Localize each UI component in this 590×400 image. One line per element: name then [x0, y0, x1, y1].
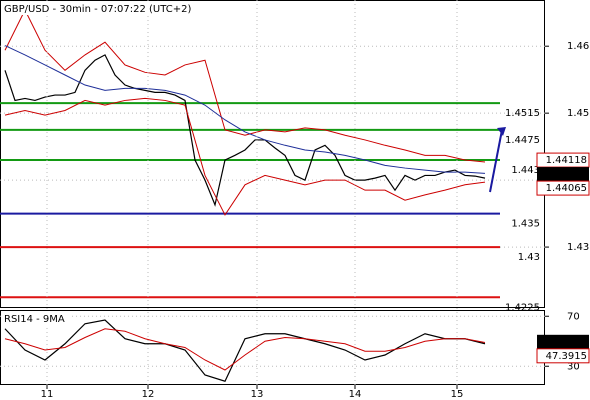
y-tick-label: 1.45: [567, 108, 589, 119]
rsi-title: RSI14 - 9MA: [4, 314, 65, 325]
series-line: [4, 8, 486, 163]
level-label: 1.43: [518, 252, 540, 263]
arrow-head: [497, 127, 506, 136]
level-label: 1.4515: [505, 108, 540, 119]
series-line: [4, 328, 486, 371]
series-line: [4, 54, 486, 207]
y-tick-label: 70: [567, 311, 580, 322]
x-tick-label: 14: [349, 389, 362, 400]
level-label: 1.435: [511, 219, 540, 230]
y-tick-label: 1.43: [567, 242, 589, 253]
x-tick-label: 13: [251, 389, 264, 400]
y-tick-label: 30: [567, 361, 580, 372]
y-tick-label: 1.46: [567, 41, 589, 52]
tag-box: [537, 167, 589, 182]
x-tick-label: 15: [451, 389, 464, 400]
tag-label: 1.4409: [552, 169, 587, 180]
level-label: 1.443: [511, 165, 540, 176]
title-bg: [2, 2, 187, 15]
chart-title: GBP/USD - 30min - 07:07:22 (UTC+2): [4, 4, 191, 15]
level-label: 1.4225: [505, 302, 540, 313]
rsi-panel: [0, 310, 545, 385]
x-tick-label: 11: [41, 389, 54, 400]
tag-label: 1.44065: [546, 183, 587, 194]
level-label: 1.4475: [505, 135, 540, 146]
tag-label: 49.5508: [546, 337, 587, 348]
tag-box: [536, 180, 590, 196]
series-line: [4, 319, 486, 382]
series-line: [4, 97, 486, 216]
tag-label: 47.3915: [546, 351, 587, 362]
tag-box: [536, 348, 590, 364]
rsi-title-bg: [2, 312, 72, 325]
tag-label: 1.44118: [546, 155, 587, 166]
x-tick-label: 12: [142, 389, 155, 400]
series-line: [4, 45, 486, 174]
tag-box: [537, 334, 589, 349]
forecast-arrow: [489, 129, 503, 193]
